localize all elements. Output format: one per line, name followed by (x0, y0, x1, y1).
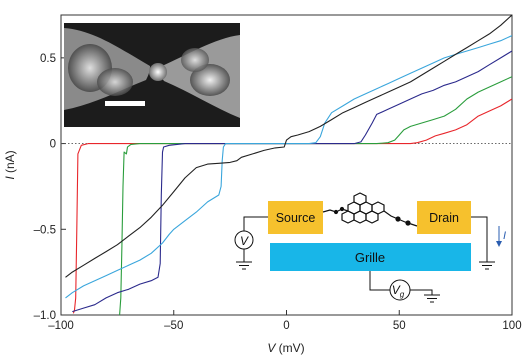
micrograph-right-blob (190, 64, 230, 96)
gate-electrode (270, 243, 471, 271)
gate-ground-wire (410, 289, 433, 295)
series-line-5 (65, 15, 512, 278)
gate-voltage-var: V (392, 283, 401, 297)
drain-electrode (417, 201, 471, 234)
y-axis-label: I (nA) (3, 150, 17, 179)
x-axis-label-unit: (mV) (275, 341, 304, 355)
gate-voltage-sub: g (400, 290, 405, 299)
x-axis-label: V (mV) (267, 341, 304, 355)
series-line-4 (65, 35, 512, 299)
gate-label: Grille (355, 250, 385, 265)
micrograph-left-blob-lower (97, 68, 133, 96)
y-tick-label: 0 (50, 139, 56, 151)
y-axis-label-unit: (nA) (3, 150, 17, 176)
scale-bar (105, 101, 145, 106)
current-arrowhead-icon (496, 241, 502, 247)
x-tick-label: 0 (283, 320, 289, 332)
current-label: I (503, 230, 506, 242)
y-tick-label: 0.5 (40, 53, 56, 65)
gate-voltage-label: Vg (392, 283, 405, 299)
x-tick-label: –100 (48, 320, 74, 332)
x-axis-label-var: V (267, 341, 276, 355)
voltmeter-label: V (240, 234, 249, 248)
x-axis: –100 –50 0 50 100 (48, 310, 522, 332)
ground-icon-gate (424, 294, 440, 303)
y-axis-label-var: I (3, 176, 17, 180)
x-tick-label: –50 (164, 320, 183, 332)
source-electrode (268, 201, 323, 234)
ground-icon-source (236, 261, 252, 270)
series-line-2 (119, 76, 512, 315)
y-tick-label: –0.5 (34, 224, 56, 236)
micrograph-inset (64, 23, 240, 127)
y-tick-label: –1.0 (34, 310, 56, 322)
series-group (65, 15, 512, 315)
circuit-schematic: Source Drain Grille V (234, 192, 506, 303)
drain-label: Drain (429, 211, 459, 225)
y-axis: –1.0 –0.5 0 0.5 (34, 53, 66, 322)
micrograph-gap-grain (149, 63, 167, 81)
micrograph-right-blob-upper (181, 48, 209, 72)
x-tick-label: 100 (502, 320, 521, 332)
drain-wire (471, 216, 488, 262)
molecule-icon (322, 192, 418, 227)
source-label: Source (276, 211, 316, 225)
gate-wire (369, 271, 390, 291)
ground-icon-drain (479, 261, 495, 270)
source-wire (243, 216, 268, 231)
x-tick-label: 50 (393, 320, 406, 332)
